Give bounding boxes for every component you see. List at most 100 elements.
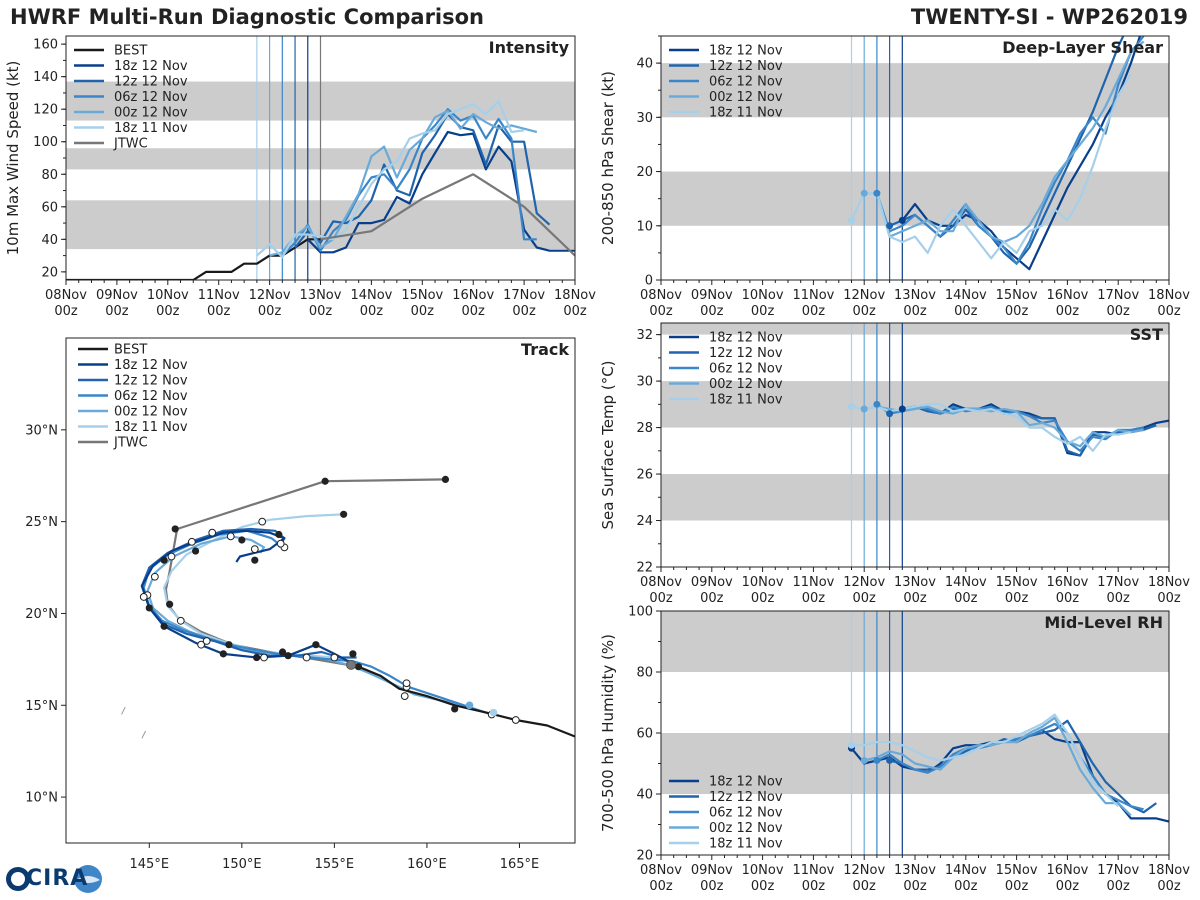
x-tick-sublabel: 00z (903, 879, 927, 894)
y-tick-label: 160 (33, 38, 58, 53)
x-tick-label: 13Nov (300, 288, 342, 303)
x-tick-label: 18Nov (554, 288, 596, 303)
track-marker-filled (219, 650, 227, 658)
init-marker-r00z12 (860, 189, 868, 197)
x-tick-sublabel: 00z (954, 879, 978, 894)
legend-label: 00z 12 Nov (709, 821, 783, 836)
chart-track: 145°E 150°E 155°E 160°E 165°E 10°N 15°N 20°N 25°… (25, 337, 576, 872)
track-marker-open (330, 653, 339, 662)
init-marker-r06z12 (873, 756, 881, 764)
series-line-r18z11 (851, 713, 1119, 807)
series-line-r18z11 (256, 99, 525, 259)
x-tick-label: 18Nov (1148, 863, 1190, 878)
x-tick-label: 11Nov (792, 575, 834, 590)
x-tick-sublabel: 00z (751, 879, 775, 894)
track-frame (65, 337, 576, 844)
track-marker-run (489, 708, 498, 717)
track-marker-open (260, 653, 268, 662)
y-tick-label: 30 (636, 111, 653, 126)
track-legend-label: 18z 11 Nov (114, 420, 188, 435)
init-marker-r12z12 (886, 410, 894, 418)
track-marker-filled (225, 641, 233, 649)
series-line-r00z12 (863, 716, 1132, 817)
x-tick-label: 16Nov (1046, 288, 1088, 303)
init-marker-r18z12 (898, 405, 906, 413)
x-tick-sublabel: 00z (411, 304, 435, 319)
y-tick-label: 32 (636, 328, 653, 343)
series-group (848, 713, 1169, 823)
track-x-tick-label: 155°E (315, 857, 355, 872)
x-tick-sublabel: 00z (649, 591, 673, 606)
track-marker-open (208, 528, 217, 537)
cira-logo-text: CIRA (26, 866, 89, 891)
y-tick-label: 60 (41, 200, 58, 215)
y-axis-label: 700-500 hPa Humidity (%) (599, 634, 617, 832)
track-marker-filled (451, 705, 459, 713)
legend-label: 18z 11 Nov (709, 106, 783, 121)
legend-label: 18z 12 Nov (709, 775, 783, 790)
x-tick-sublabel: 00z (105, 304, 129, 319)
track-marker-filled (238, 536, 246, 544)
init-marker-r12z12 (886, 222, 894, 230)
x-tick-label: 08Nov (640, 575, 682, 590)
track-marker-open (276, 539, 285, 548)
x-tick-label: 15Nov (996, 288, 1038, 303)
x-tick-label: 11Nov (198, 288, 240, 303)
legend-label: 12z 12 Nov (709, 346, 783, 361)
y-tick-label: 100 (628, 605, 653, 620)
track-x-tick-label: 150°E (222, 857, 262, 872)
track-marker-open (402, 679, 411, 688)
track-marker-open (187, 537, 196, 546)
y-tick-label: 28 (636, 421, 653, 436)
x-tick-sublabel: 00z (1005, 304, 1029, 319)
track-line-r00z12 (146, 535, 465, 707)
x-tick-label: 17Nov (1097, 288, 1139, 303)
x-tick-sublabel: 00z (1056, 879, 1080, 894)
y-tick-label: 80 (41, 168, 58, 183)
track-title: Track (521, 340, 569, 359)
series-line-r06z12 (876, 722, 1144, 811)
x-tick-sublabel: 00z (954, 591, 978, 606)
init-marker-r06z12 (873, 189, 881, 197)
shade-band (661, 323, 1169, 335)
x-tick-sublabel: 00z (54, 304, 78, 319)
chart-rh: 2040608010008Nov00z09Nov00z10Nov00z11Nov… (599, 605, 1190, 895)
x-tick-sublabel: 00z (903, 304, 927, 319)
x-tick-label: 11Nov (792, 863, 834, 878)
x-tick-sublabel: 00z (1056, 304, 1080, 319)
legend-label: 18z 12 Nov (114, 59, 188, 74)
series-line-r18z11 (851, 403, 1132, 452)
shade-band (661, 381, 1169, 428)
x-tick-label: 09Nov (96, 288, 138, 303)
legend-label: 06z 12 Nov (709, 75, 783, 90)
series-line-r18z11 (850, 73, 1132, 260)
track-marker-filled (321, 477, 329, 485)
track-y-tick-label: 25°N (25, 515, 58, 530)
legend-label: 18z 11 Nov (709, 393, 783, 408)
chart-title: Intensity (489, 38, 570, 57)
track-marker-filled (284, 652, 292, 660)
x-tick-sublabel: 00z (1107, 879, 1131, 894)
legend-label: 18z 11 Nov (114, 121, 188, 136)
x-tick-label: 09Nov (691, 863, 733, 878)
legend-label: JTWC (113, 137, 148, 152)
x-tick-sublabel: 00z (954, 304, 978, 319)
x-tick-sublabel: 00z (1107, 304, 1131, 319)
track-marker-filled (251, 556, 259, 564)
x-tick-sublabel: 00z (903, 591, 927, 606)
y-tick-label: 120 (33, 103, 58, 118)
track-marker-open (511, 716, 520, 724)
x-tick-label: 09Nov (691, 288, 733, 303)
track-line-BEST (357, 665, 575, 738)
cira-logo-icon (6, 865, 102, 893)
track-marker-filled (160, 622, 168, 630)
shade-band (661, 171, 1169, 226)
track-marker-filled (441, 475, 450, 483)
x-tick-sublabel: 00z (1157, 591, 1181, 606)
series-line-r00z12 (864, 405, 1144, 448)
x-tick-sublabel: 00z (700, 304, 724, 319)
init-marker-r06z12 (873, 400, 881, 408)
track-y-tick-label: 10°N (25, 791, 58, 806)
track-x-tick-label: 160°E (407, 857, 447, 872)
